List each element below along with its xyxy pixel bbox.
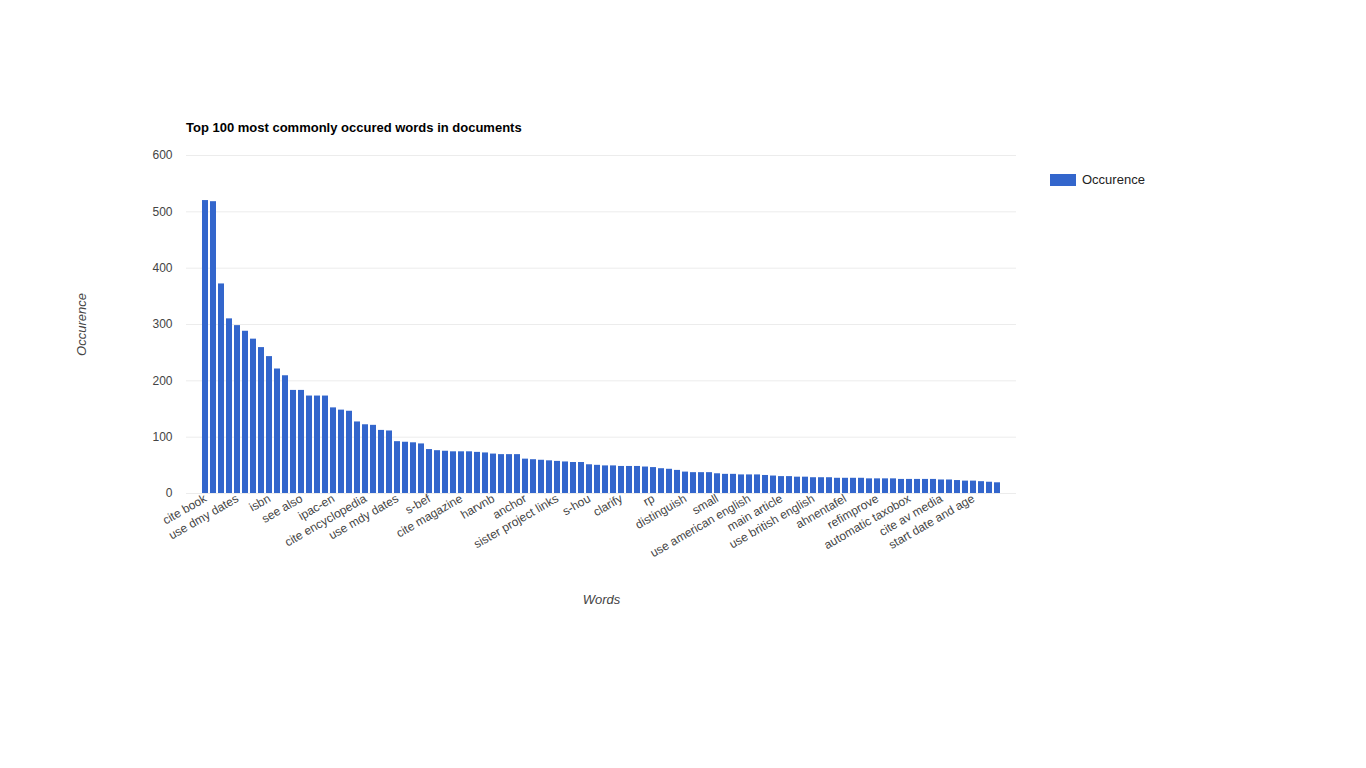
- svg-text:use british english: use british english: [726, 491, 817, 552]
- svg-text:cite magazine: cite magazine: [394, 491, 465, 540]
- svg-text:400: 400: [152, 261, 172, 275]
- html-text:Top 100 most commonly occured: Top 100 most commonly occured words in d…: [186, 120, 522, 135]
- svg-text:anchor: anchor: [490, 491, 529, 522]
- svg-text:start date and age: start date and age: [886, 491, 977, 552]
- svg-text:isbn: isbn: [246, 491, 273, 515]
- svg-text:distinguish: distinguish: [633, 491, 689, 531]
- svg-text:ahnentafel: ahnentafel: [793, 491, 849, 532]
- svg-text:s-hou: s-hou: [560, 491, 593, 518]
- svg-text:200: 200: [152, 374, 172, 388]
- svg-text:Words: Words: [583, 592, 621, 607]
- svg-text:main article: main article: [724, 491, 785, 535]
- svg-text:automatic taxobox: automatic taxobox: [821, 491, 913, 553]
- svg-text:harvnb: harvnb: [458, 491, 497, 522]
- svg-text:cite book: cite book: [160, 491, 209, 528]
- svg-text:0: 0: [166, 486, 173, 500]
- svg-text:300: 300: [152, 317, 172, 331]
- svg-text:use mdy dates: use mdy dates: [326, 491, 401, 542]
- svg-text:use dmy dates: use dmy dates: [166, 491, 241, 542]
- svg-text:use american english: use american english: [647, 491, 753, 561]
- svg-text:clarify: clarify: [591, 491, 625, 519]
- svg-text:600: 600: [152, 148, 172, 162]
- svg-text:refimprove: refimprove: [824, 491, 881, 532]
- svg-text:Occurence: Occurence: [74, 293, 89, 356]
- svg-text:see also: see also: [259, 491, 305, 526]
- svg-text:rp: rp: [640, 491, 657, 509]
- html-text:Occurence: Occurence: [1082, 172, 1145, 187]
- svg-text:s-bef: s-bef: [402, 491, 433, 517]
- svg-text:ipac-en: ipac-en: [295, 491, 337, 524]
- svg-text:small: small: [689, 491, 721, 518]
- svg-text:500: 500: [152, 205, 172, 219]
- svg-text:sister project links: sister project links: [471, 491, 561, 551]
- svg-text:cite encyclopedia: cite encyclopedia: [282, 491, 369, 550]
- svg-text:100: 100: [152, 430, 172, 444]
- svg-text:cite av media: cite av media: [876, 491, 945, 539]
